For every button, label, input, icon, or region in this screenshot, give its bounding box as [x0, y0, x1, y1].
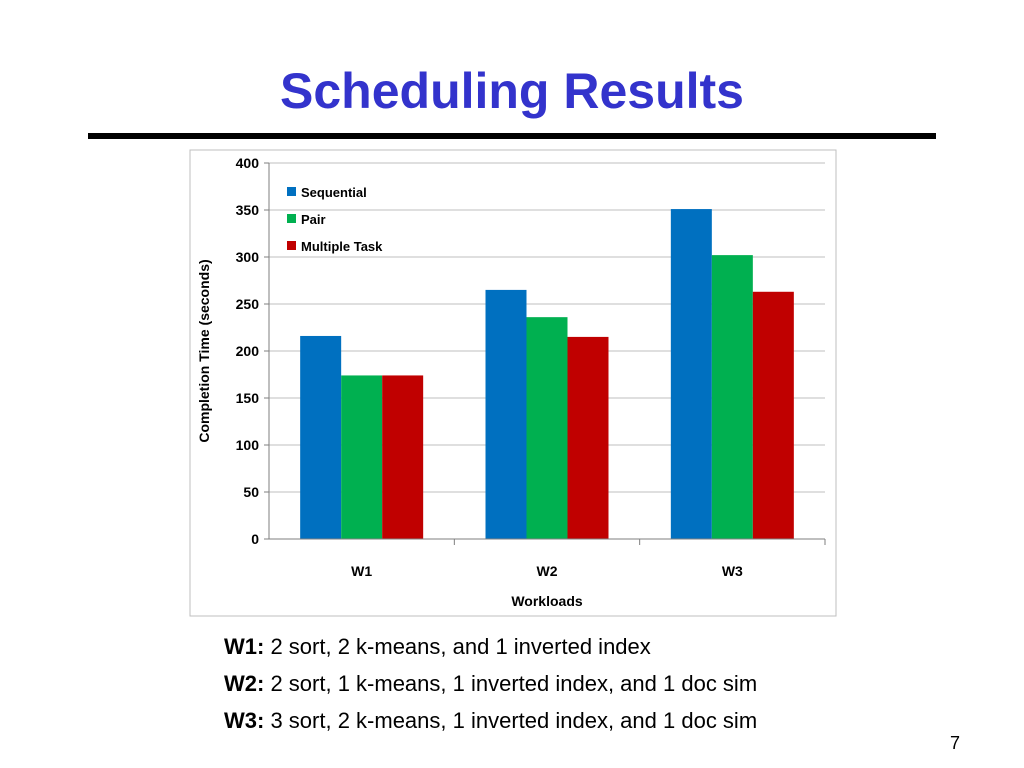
y-tick-label: 250 — [236, 296, 260, 312]
bar-multiple-task-w2 — [567, 336, 609, 539]
x-tick-label: W3 — [722, 563, 743, 579]
caption-text: 3 sort, 2 k-means, 1 inverted index, and… — [270, 708, 758, 733]
legend: Sequential Pair Multiple Task — [287, 185, 383, 254]
legend-label: Pair — [301, 212, 326, 227]
caption-key: W2: — [224, 671, 265, 696]
bar-multiple-task-w1 — [382, 375, 424, 539]
caption-w2: W2: 2 sort, 1 k-means, 1 inverted index,… — [224, 665, 757, 702]
caption-key: W1: — [224, 634, 265, 659]
bar-pair-w2 — [526, 317, 568, 539]
caption-w1: W1: 2 sort, 2 k-means, and 1 inverted in… — [224, 628, 757, 665]
bar-sequential-w1 — [300, 335, 342, 539]
page-number: 7 — [949, 733, 960, 753]
y-tick-label: 300 — [236, 249, 260, 265]
x-axis-label: Workloads — [511, 593, 583, 609]
legend-label: Sequential — [301, 185, 367, 200]
axes: 0 50 100 150 200 250 300 350 400 W1 W2 W3 — [236, 155, 826, 579]
legend-swatch — [287, 214, 296, 223]
x-tick-label: W2 — [537, 563, 558, 579]
y-tick-label: 0 — [251, 531, 259, 547]
bar-pair-w1 — [341, 375, 383, 539]
y-tick-label: 100 — [236, 437, 260, 453]
y-tick-label: 400 — [236, 155, 260, 171]
bar-multiple-task-w3 — [752, 291, 794, 539]
legend-swatch — [287, 187, 296, 196]
bar-sequential-w3 — [670, 209, 712, 539]
y-tick-label: 350 — [236, 202, 260, 218]
slide-title: Scheduling Results — [280, 63, 744, 119]
bar-pair-w3 — [711, 255, 753, 539]
x-tick-label: W1 — [351, 563, 372, 579]
bars — [300, 209, 794, 539]
y-axis-label: Completion Time (seconds) — [196, 259, 212, 442]
caption-text: 2 sort, 1 k-means, 1 inverted index, and… — [270, 671, 758, 696]
y-tick-label: 150 — [236, 390, 260, 406]
workload-descriptions: W1: 2 sort, 2 k-means, and 1 inverted in… — [224, 628, 757, 739]
caption-key: W3: — [224, 708, 265, 733]
caption-text: 2 sort, 2 k-means, and 1 inverted index — [270, 634, 651, 659]
legend-label: Multiple Task — [301, 239, 383, 254]
caption-w3: W3: 3 sort, 2 k-means, 1 inverted index,… — [224, 702, 757, 739]
legend-swatch — [287, 241, 296, 250]
bar-sequential-w2 — [485, 289, 527, 539]
y-tick-label: 200 — [236, 343, 260, 359]
title-divider — [88, 133, 936, 139]
y-tick-label: 50 — [243, 484, 259, 500]
